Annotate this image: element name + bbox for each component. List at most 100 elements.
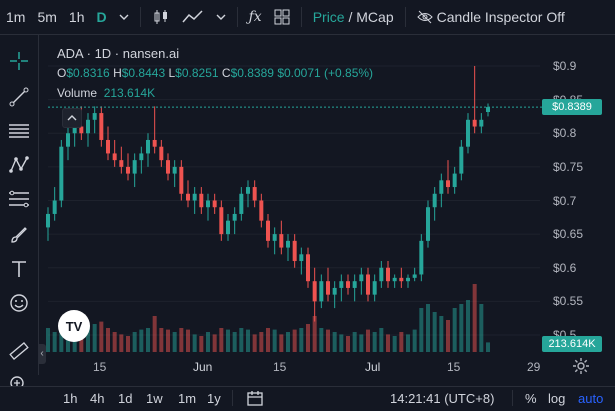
log-toggle[interactable]: log xyxy=(548,391,566,406)
open-label: O xyxy=(57,66,67,80)
candle-body xyxy=(319,281,324,302)
volume-bar xyxy=(186,329,190,352)
volume-bar xyxy=(172,332,177,352)
candle-body xyxy=(379,267,384,282)
crosshair-icon[interactable] xyxy=(7,49,31,73)
fib-tool-icon[interactable] xyxy=(7,187,31,211)
candle-body xyxy=(159,146,164,161)
candle-body xyxy=(332,287,337,295)
emoji-icon[interactable] xyxy=(7,291,31,315)
range-4h[interactable]: 4h xyxy=(90,391,105,406)
time-axis-label: 15 xyxy=(273,360,287,374)
range-1h[interactable]: 1h xyxy=(63,391,78,406)
candle-body xyxy=(446,180,450,188)
candle-body xyxy=(419,240,424,275)
ohlc-readout: O$0.8316 H$0.8443 L$0.8251 C$0.8389 $0.0… xyxy=(57,66,373,80)
candle-inspector-button[interactable]: Candle Inspector Off xyxy=(411,0,571,34)
volume-bar xyxy=(219,328,224,352)
interval-1m[interactable]: 1m xyxy=(6,9,26,25)
candle-body xyxy=(326,281,330,295)
volume-bar xyxy=(212,334,217,352)
brush-icon[interactable] xyxy=(7,223,31,247)
candle-body xyxy=(479,119,484,127)
candle-body xyxy=(352,281,357,288)
price-axis-label: $0.7 xyxy=(553,193,577,208)
tradingview-logo[interactable]: TV xyxy=(58,310,90,342)
volume-bar xyxy=(452,308,457,352)
volume-bar xyxy=(192,334,197,352)
volume-bar xyxy=(312,316,317,352)
volume-bar xyxy=(99,321,104,352)
ruler-icon[interactable] xyxy=(7,339,31,363)
interval-dropdown-icon[interactable] xyxy=(113,0,135,34)
volume-bar xyxy=(126,336,130,352)
candle-body xyxy=(99,113,104,140)
volume-bar xyxy=(239,328,244,352)
volume-bar xyxy=(59,324,64,352)
volume-bar xyxy=(46,328,50,352)
top-toolbar: 1m 5m 1h D ƒx Price / MCap Candle Inspec… xyxy=(0,0,615,35)
candle-body xyxy=(232,213,237,221)
candle-body xyxy=(466,119,470,147)
volume-bar xyxy=(332,332,337,352)
collapse-toolbar-icon[interactable]: ‹ xyxy=(38,344,46,364)
open-value: $0.8316 xyxy=(66,66,110,80)
candle-body xyxy=(86,119,90,134)
bottom-divider xyxy=(512,390,513,406)
trend-line-icon[interactable] xyxy=(7,85,31,109)
time-axis-label: 15 xyxy=(93,360,107,374)
candle-body xyxy=(279,234,284,248)
last-volume-tag: 213.614K xyxy=(542,336,602,352)
horizontal-lines-icon[interactable] xyxy=(7,119,31,143)
volume-bar xyxy=(419,308,424,352)
candle-body xyxy=(366,274,370,295)
volume-bar xyxy=(272,329,277,352)
chart-settings-icon[interactable] xyxy=(572,357,590,375)
volume-bar xyxy=(266,328,270,352)
volume-bar xyxy=(299,328,304,352)
interval-1h[interactable]: 1h xyxy=(68,9,85,25)
volume-bar xyxy=(386,334,390,352)
volume-bar xyxy=(306,324,310,352)
indicators-icon[interactable]: ƒx xyxy=(248,9,262,25)
high-label: H xyxy=(113,66,122,80)
range-1w[interactable]: 1w xyxy=(146,391,163,406)
calendar-icon[interactable] xyxy=(246,389,264,410)
volume-bar xyxy=(379,328,384,352)
candle-body xyxy=(306,254,310,282)
candle-body xyxy=(359,274,364,282)
text-tool-icon[interactable] xyxy=(7,257,31,281)
price-toggle[interactable]: Price xyxy=(312,9,345,25)
candle-body xyxy=(486,107,490,112)
range-1d[interactable]: 1d xyxy=(118,391,133,406)
auto-toggle[interactable]: auto xyxy=(578,391,604,406)
volume-bar xyxy=(166,329,170,352)
range-1y[interactable]: 1y xyxy=(207,391,221,406)
volume-bar xyxy=(359,334,364,352)
percent-toggle[interactable]: % xyxy=(525,391,537,406)
volume-bar xyxy=(399,332,404,352)
chart-type-dropdown-icon[interactable] xyxy=(210,0,232,34)
pattern-icon[interactable] xyxy=(7,153,31,177)
volume-bar xyxy=(459,304,464,352)
volume-bar xyxy=(352,332,357,352)
collapse-legend-icon[interactable] xyxy=(62,108,82,128)
candles-icon[interactable] xyxy=(146,0,176,34)
mcap-toggle[interactable]: MCap xyxy=(356,9,394,25)
volume-bar xyxy=(79,329,84,352)
last-price-tag: $0.8389 xyxy=(542,99,602,116)
range-1m[interactable]: 1m xyxy=(178,391,197,406)
clock-time[interactable]: 14:21:41 (UTC+8) xyxy=(390,391,495,406)
price-mcap-toggle[interactable]: Price / MCap xyxy=(312,9,394,25)
layout-grid-icon[interactable] xyxy=(268,0,296,34)
volume-bar xyxy=(259,332,264,352)
candle-body xyxy=(452,173,457,188)
line-chart-icon[interactable] xyxy=(176,0,210,34)
interval-5m[interactable]: 5m xyxy=(37,9,57,25)
interval-d[interactable]: D xyxy=(96,9,107,25)
candle-body xyxy=(286,240,290,248)
toolbar-divider xyxy=(139,7,141,27)
low-value: $0.8251 xyxy=(175,66,219,80)
candle-body xyxy=(412,274,417,278)
